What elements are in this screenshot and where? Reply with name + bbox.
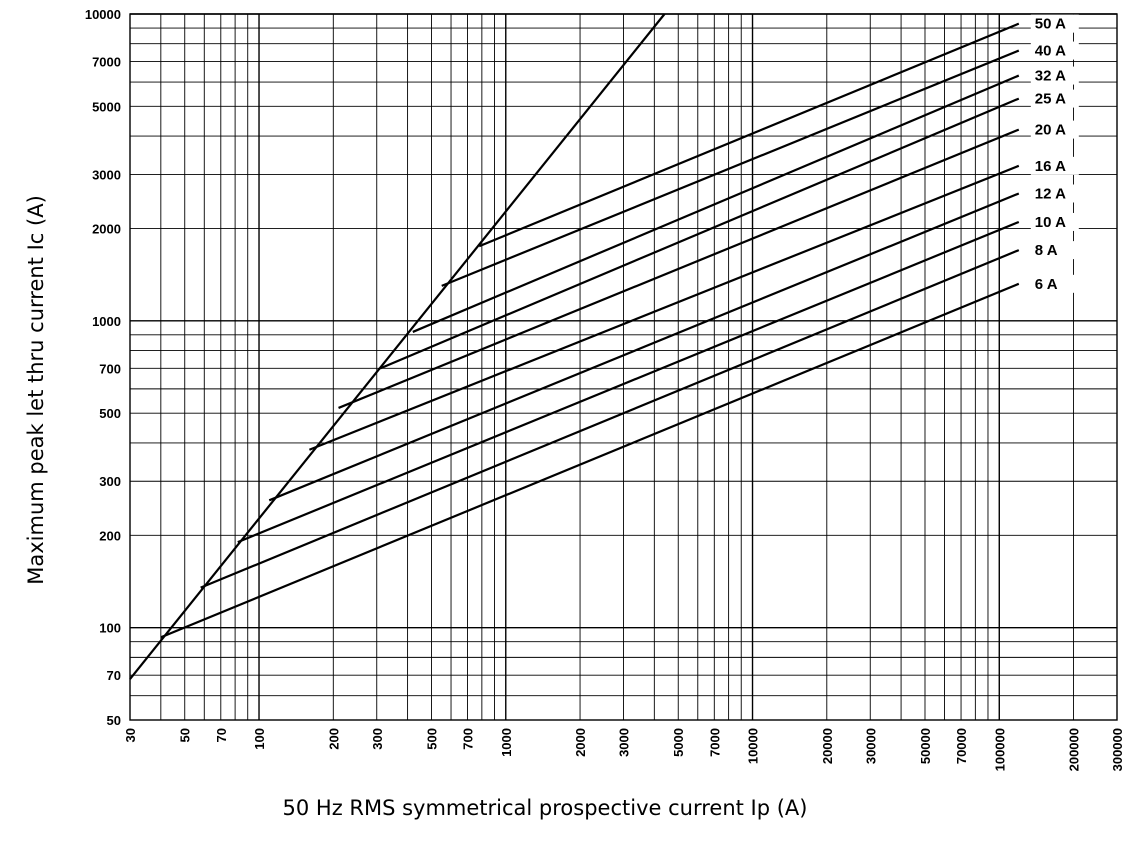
- series-line: [160, 282, 1020, 639]
- y-tick-label: 10000: [85, 7, 121, 22]
- series-label-bg: [1030, 184, 1079, 203]
- y-axis-title: Maximum peak let thru current Ic (A): [24, 195, 48, 585]
- series-line: [200, 249, 1020, 589]
- x-tick-label: 20000: [820, 728, 835, 764]
- y-tick-label: 50: [107, 713, 121, 728]
- y-tick-label: 3000: [92, 167, 121, 182]
- x-tick-label: 700: [461, 728, 476, 750]
- series-label: 6 A: [1035, 276, 1058, 293]
- x-axis-title: 50 Hz RMS symmetrical prospective curren…: [283, 796, 808, 820]
- y-axis-tick-labels: 50 70 100 200 300 500 700 1000 2000 3000 5000 7000 1…: [85, 7, 121, 728]
- series-label-bg: [1030, 14, 1079, 33]
- envelope-line: [129, 13, 666, 680]
- series-label: 32 A: [1035, 68, 1066, 85]
- series-label-bg: [1030, 120, 1079, 139]
- series-label-bg: [1030, 66, 1079, 85]
- series-line: [268, 192, 1020, 502]
- series-label-bg: [1030, 274, 1079, 293]
- curves: [129, 13, 1020, 680]
- x-tick-label: 300: [370, 728, 385, 750]
- series-line: [478, 22, 1020, 248]
- y-tick-label: 500: [99, 406, 121, 421]
- series-label-bg: [1030, 89, 1079, 108]
- plot-frame: [129, 13, 1118, 721]
- series-label-bg: [1030, 212, 1079, 231]
- series-label: 40 A: [1035, 43, 1066, 60]
- series-label: 8 A: [1035, 242, 1058, 259]
- x-tick-label: 70: [214, 728, 229, 742]
- y-tick-label: 200: [99, 528, 121, 543]
- x-tick-label: 500: [424, 728, 439, 750]
- x-tick-label: 30000: [863, 728, 878, 764]
- y-tick-label: 700: [99, 361, 121, 376]
- x-tick-label: 70000: [954, 728, 969, 764]
- series-label: 20 A: [1035, 122, 1066, 139]
- grid-major: [129, 13, 1118, 721]
- x-axis-tick-labels: 30 50 70 100 200 300 500 700 1000 2000 3000 5000 700…: [123, 728, 1125, 771]
- y-tick-label: 300: [99, 474, 121, 489]
- y-tick-label: 1000: [92, 314, 121, 329]
- y-tick-label: 5000: [92, 99, 121, 114]
- series-label-bg: [1030, 156, 1079, 175]
- series-labels: 50 A 40 A 32 A 25 A 20 A 16 A 12 A 10 A 8 A 6 A: [1030, 14, 1079, 293]
- x-tick-label: 2000: [573, 728, 588, 757]
- series-label: 25 A: [1035, 91, 1066, 108]
- x-tick-label: 100000: [992, 728, 1007, 771]
- y-tick-label: 2000: [92, 221, 121, 236]
- x-tick-label: 200000: [1067, 728, 1082, 771]
- series-line: [441, 49, 1020, 287]
- x-tick-label: 10000: [746, 728, 761, 764]
- x-tick-label: 1000: [499, 728, 514, 757]
- series-line: [308, 164, 1020, 451]
- x-tick-label: 50: [178, 728, 193, 742]
- y-tick-label: 7000: [92, 55, 121, 70]
- series-label: 12 A: [1035, 185, 1066, 202]
- x-tick-label: 3000: [617, 728, 632, 757]
- y-tick-label: 100: [99, 621, 121, 636]
- x-tick-label: 30: [123, 728, 138, 742]
- series-line: [237, 220, 1020, 544]
- series-line: [379, 97, 1020, 370]
- x-tick-label: 200: [326, 728, 341, 750]
- x-tick-label: 5000: [671, 728, 686, 757]
- x-tick-label: 100: [252, 728, 267, 750]
- y-tick-label: 70: [107, 668, 121, 683]
- grid-minor: [129, 14, 1118, 721]
- series-line: [412, 74, 1020, 333]
- series-label-bg: [1030, 41, 1079, 60]
- series-label: 10 A: [1035, 214, 1066, 231]
- series-line: [338, 128, 1020, 409]
- series-label: 50 A: [1035, 16, 1066, 33]
- x-tick-label: 50000: [918, 728, 933, 764]
- series-label-bg: [1030, 241, 1079, 260]
- x-tick-label: 7000: [707, 728, 722, 757]
- series-label: 16 A: [1035, 158, 1066, 175]
- x-tick-label: 300000: [1110, 728, 1125, 771]
